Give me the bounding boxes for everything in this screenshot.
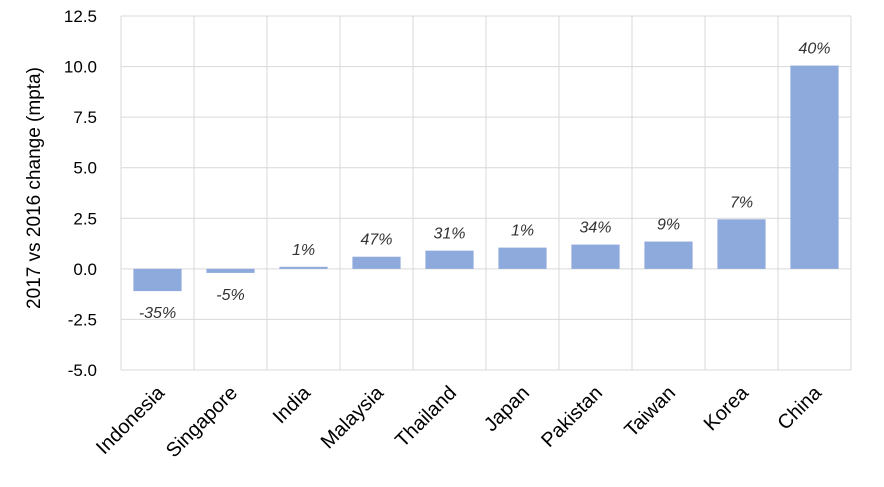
bar bbox=[717, 219, 766, 269]
x-category-label: Pakistan bbox=[537, 382, 607, 452]
x-category-label: Korea bbox=[700, 381, 754, 435]
x-category-label: Malaysia bbox=[317, 381, 389, 453]
y-tick-label: -5.0 bbox=[68, 361, 97, 380]
bar bbox=[133, 268, 182, 292]
bar bbox=[206, 268, 255, 273]
bar bbox=[498, 247, 547, 269]
y-tick-label: 12.5 bbox=[64, 7, 97, 26]
data-label: 40% bbox=[798, 41, 830, 58]
data-label: -5% bbox=[216, 287, 244, 304]
data-label: 9% bbox=[657, 217, 680, 234]
bar bbox=[644, 241, 693, 269]
data-labels: -35% -5% 1% 47% 31% 1% 34% 9% 7% 40% bbox=[139, 41, 831, 323]
y-tick-label: 2.5 bbox=[73, 209, 97, 228]
y-tick-label: -2.5 bbox=[68, 310, 97, 329]
x-category-label: India bbox=[269, 381, 316, 428]
data-label: 7% bbox=[730, 194, 753, 211]
data-label: -35% bbox=[139, 305, 176, 322]
data-label: 1% bbox=[292, 242, 315, 259]
x-category-label: Taiwan bbox=[620, 382, 680, 442]
bar bbox=[790, 65, 839, 269]
x-category-label: China bbox=[774, 381, 827, 434]
x-category-label: Japan bbox=[480, 382, 534, 436]
bar bbox=[571, 244, 620, 269]
bars bbox=[133, 65, 839, 292]
grid-layer bbox=[120, 15, 852, 371]
bar bbox=[279, 266, 328, 269]
y-tick-label: 10.0 bbox=[64, 58, 97, 77]
x-category-label: Singapore bbox=[162, 382, 242, 462]
y-tick-label: 5.0 bbox=[73, 159, 97, 178]
x-category-label: Thailand bbox=[391, 382, 461, 452]
y-axis-title: 2017 vs 2016 change (mpta) bbox=[24, 67, 45, 309]
y-tick-label: 7.5 bbox=[73, 108, 97, 127]
bar bbox=[352, 256, 401, 269]
data-label: 1% bbox=[511, 223, 534, 240]
data-label: 47% bbox=[360, 232, 392, 249]
y-axis-ticks: 12.5 10.0 7.5 5.0 2.5 0.0 -2.5 -5.0 bbox=[64, 7, 97, 380]
data-label: 31% bbox=[433, 226, 465, 243]
data-label: 34% bbox=[579, 220, 611, 237]
bar bbox=[425, 250, 474, 269]
y-tick-label: 0.0 bbox=[73, 260, 97, 279]
x-category-label: Indonesia bbox=[92, 381, 170, 459]
